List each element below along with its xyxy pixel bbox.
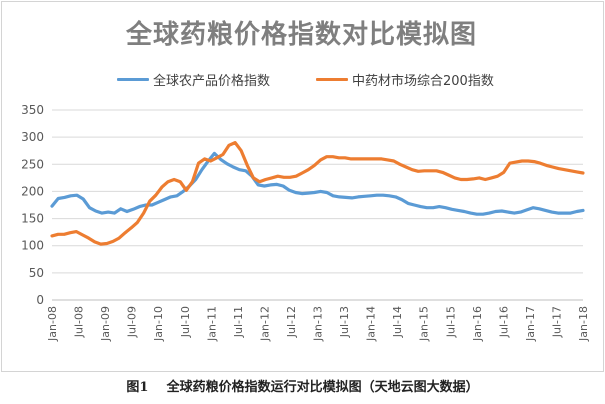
x-tick-label: Jul-17 [550, 306, 563, 338]
legend-swatch-agri [117, 78, 149, 81]
x-tick-label: Jan-14 [365, 306, 378, 342]
x-tick-label: Jan-11 [205, 306, 218, 342]
x-tick-label: Jan-17 [524, 306, 537, 342]
chart-title: 全球药粮价格指数对比模拟图 [125, 20, 477, 50]
y-tick-label: 150 [21, 212, 44, 226]
x-tick-label: Jan-08 [46, 306, 59, 342]
series-line-0 [50, 151, 585, 216]
chart-legend: 全球农产品价格指数 中药材市场综合200指数 [0, 70, 603, 90]
y-tick-label: 350 [21, 103, 44, 117]
y-tick-label: 100 [21, 239, 44, 253]
x-tick-label: Jul-11 [232, 306, 245, 338]
legend-label-agri: 全球农产品价格指数 [153, 74, 271, 89]
x-tick-label: Jul-15 [444, 306, 457, 338]
line-chart: 0 50 100 150 200 250 300 350 Jan-08 Jul-08 Jan-09 J… [21, 103, 590, 342]
y-tick-label: 250 [21, 157, 44, 171]
legend-item-agri: 全球农产品价格指数 [117, 70, 270, 89]
legend-item-tcm: 中药材市场综合200指数 [316, 70, 494, 89]
y-tick-label: 50 [29, 266, 44, 280]
x-tick-label: Jan-15 [418, 306, 431, 342]
x-tick-label: Jan-18 [577, 306, 590, 342]
x-tick-label: Jul-09 [126, 306, 139, 338]
y-tick-label: 300 [21, 130, 44, 144]
x-tick-label: Jan-12 [258, 306, 271, 342]
x-tick-label: Jan-09 [99, 306, 112, 342]
x-tick-label: Jul-10 [179, 306, 192, 338]
x-tick-label: Jul-16 [497, 306, 510, 338]
legend-label-tcm: 中药材市场综合200指数 [352, 74, 494, 89]
x-tick-label: Jul-08 [73, 306, 86, 338]
series-line-1 [50, 141, 585, 246]
x-tick-label: Jul-14 [391, 306, 404, 338]
x-tick-label: Jan-16 [471, 306, 484, 342]
x-tick-label: Jul-12 [285, 306, 298, 338]
x-tick-label: Jul-13 [338, 306, 351, 338]
x-tick-label: Jan-13 [312, 306, 325, 342]
y-tick-label: 200 [21, 184, 44, 198]
x-tick-label: Jan-10 [152, 306, 165, 342]
chart-frame [1, 1, 604, 372]
y-tick-label: 0 [36, 293, 44, 307]
legend-swatch-tcm [316, 78, 348, 81]
figure-caption: 图1 全球药粮价格指数运行对比模拟图（天地云图大数据） [126, 380, 479, 395]
